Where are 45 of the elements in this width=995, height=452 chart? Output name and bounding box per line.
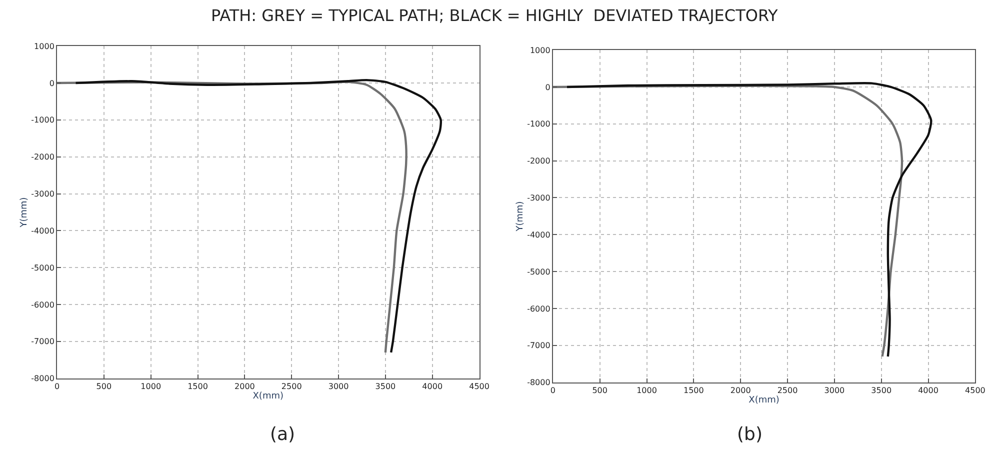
x-tick-label: 2500 bbox=[281, 382, 302, 391]
x-tick-label: 1500 bbox=[188, 382, 208, 391]
x-tick-label: 4000 bbox=[422, 382, 443, 391]
x-tick-label: 2500 bbox=[777, 386, 798, 395]
y-tick-label: 1000 bbox=[34, 42, 54, 51]
y-tick-label: -6000 bbox=[527, 304, 550, 314]
y-tick-label: -3000 bbox=[31, 190, 54, 199]
x-tick-label: 500 bbox=[592, 386, 608, 395]
x-tick-label: 4000 bbox=[918, 386, 938, 395]
x-tick-label: 3500 bbox=[375, 382, 396, 391]
x-axis-title: X(mm) bbox=[748, 396, 780, 406]
x-tick-label: 2000 bbox=[730, 386, 751, 395]
y-tick-label: -5000 bbox=[31, 263, 54, 272]
y-tick-label: -2000 bbox=[31, 152, 54, 162]
y-tick-label: -7000 bbox=[527, 341, 550, 350]
y-tick-label: -7000 bbox=[31, 337, 54, 346]
y-tick-label: -4000 bbox=[527, 230, 550, 240]
x-tick-label: 500 bbox=[96, 382, 112, 391]
x-tick-label: 3500 bbox=[871, 386, 892, 395]
y-tick-label: 1000 bbox=[530, 46, 550, 55]
y-tick-label: -3000 bbox=[527, 194, 550, 203]
x-tick-label: 2000 bbox=[234, 382, 255, 391]
text: (b) bbox=[737, 424, 762, 445]
x-tick-label: 1000 bbox=[636, 386, 657, 395]
x-tick-label: 1000 bbox=[140, 382, 162, 391]
x-tick-label: 1500 bbox=[683, 386, 704, 395]
y-tick-label: -6000 bbox=[31, 300, 54, 310]
chart-title: PATH: GREY = TYPICAL PATH; BLACK = HIGHLY DEVIATED TRAJECTORY bbox=[211, 6, 778, 25]
y-axis-title: Y(mm) bbox=[515, 201, 526, 232]
y-tick-label: -2000 bbox=[527, 156, 550, 166]
text: (a) bbox=[270, 424, 296, 445]
y-tick-label: -4000 bbox=[31, 226, 54, 236]
x-tick-label: 3000 bbox=[824, 386, 845, 395]
y-tick-label: 0 bbox=[49, 78, 54, 88]
y-axis-title: Y(mm) bbox=[20, 197, 30, 228]
y-tick-label: 0 bbox=[545, 82, 550, 92]
y-tick-label: -1000 bbox=[527, 120, 550, 129]
y-tick-label: -5000 bbox=[527, 267, 550, 276]
x-tick-label: 4500 bbox=[965, 386, 986, 395]
y-tick-label: -1000 bbox=[31, 116, 54, 125]
x-tick-label: 4500 bbox=[469, 382, 490, 391]
y-tick-label: -8000 bbox=[527, 378, 550, 388]
y-tick-label: -8000 bbox=[31, 374, 54, 384]
x-tick-label: 3000 bbox=[328, 382, 349, 391]
x-axis-title: X(mm) bbox=[252, 392, 284, 402]
